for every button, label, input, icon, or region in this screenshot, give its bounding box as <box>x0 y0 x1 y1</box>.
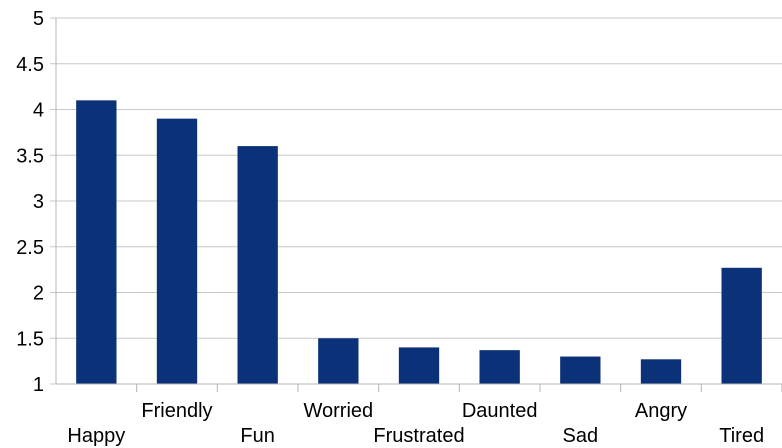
y-tick-label-5: 3.5 <box>16 145 44 167</box>
x-label-daunted: Daunted <box>462 400 538 422</box>
y-tick-label-3: 2.5 <box>16 237 44 259</box>
bar-fun <box>237 146 278 384</box>
x-label-fun: Fun <box>240 425 274 447</box>
y-tick-label-8: 5 <box>33 8 44 30</box>
x-label-friendly: Friendly <box>141 400 212 422</box>
x-label-sad: Sad <box>563 425 599 447</box>
y-tick-label-1: 1.5 <box>16 328 44 350</box>
x-label-tired: Tired <box>719 425 764 447</box>
x-label-angry: Angry <box>635 400 687 422</box>
x-label-frustrated: Frustrated <box>373 425 464 447</box>
bar-angry <box>640 359 682 384</box>
y-tick-label-6: 4 <box>33 100 44 122</box>
y-tick-label-4: 3 <box>33 191 44 213</box>
bar-frustrated <box>398 347 440 384</box>
x-label-worried: Worried <box>304 400 374 422</box>
y-tick-label-2: 2 <box>33 283 44 305</box>
bar-friendly <box>156 118 198 385</box>
y-tick-label-7: 4.5 <box>16 54 44 76</box>
bar-daunted <box>479 350 520 384</box>
bar-tired <box>721 267 762 384</box>
y-tick-label-0: 1 <box>33 374 44 396</box>
x-category-labels: Happy Friendly Fun Worried Frustrated Daunted… <box>67 400 764 447</box>
bar-happy <box>76 100 117 384</box>
x-label-happy: Happy <box>67 425 125 447</box>
bar-sad <box>560 356 601 384</box>
bar-worried <box>318 338 359 384</box>
y-tick-labels: 1 1.5 2 2.5 3 3.5 4 4.5 5 <box>16 8 44 396</box>
bars <box>76 100 762 385</box>
axes <box>50 17 782 392</box>
